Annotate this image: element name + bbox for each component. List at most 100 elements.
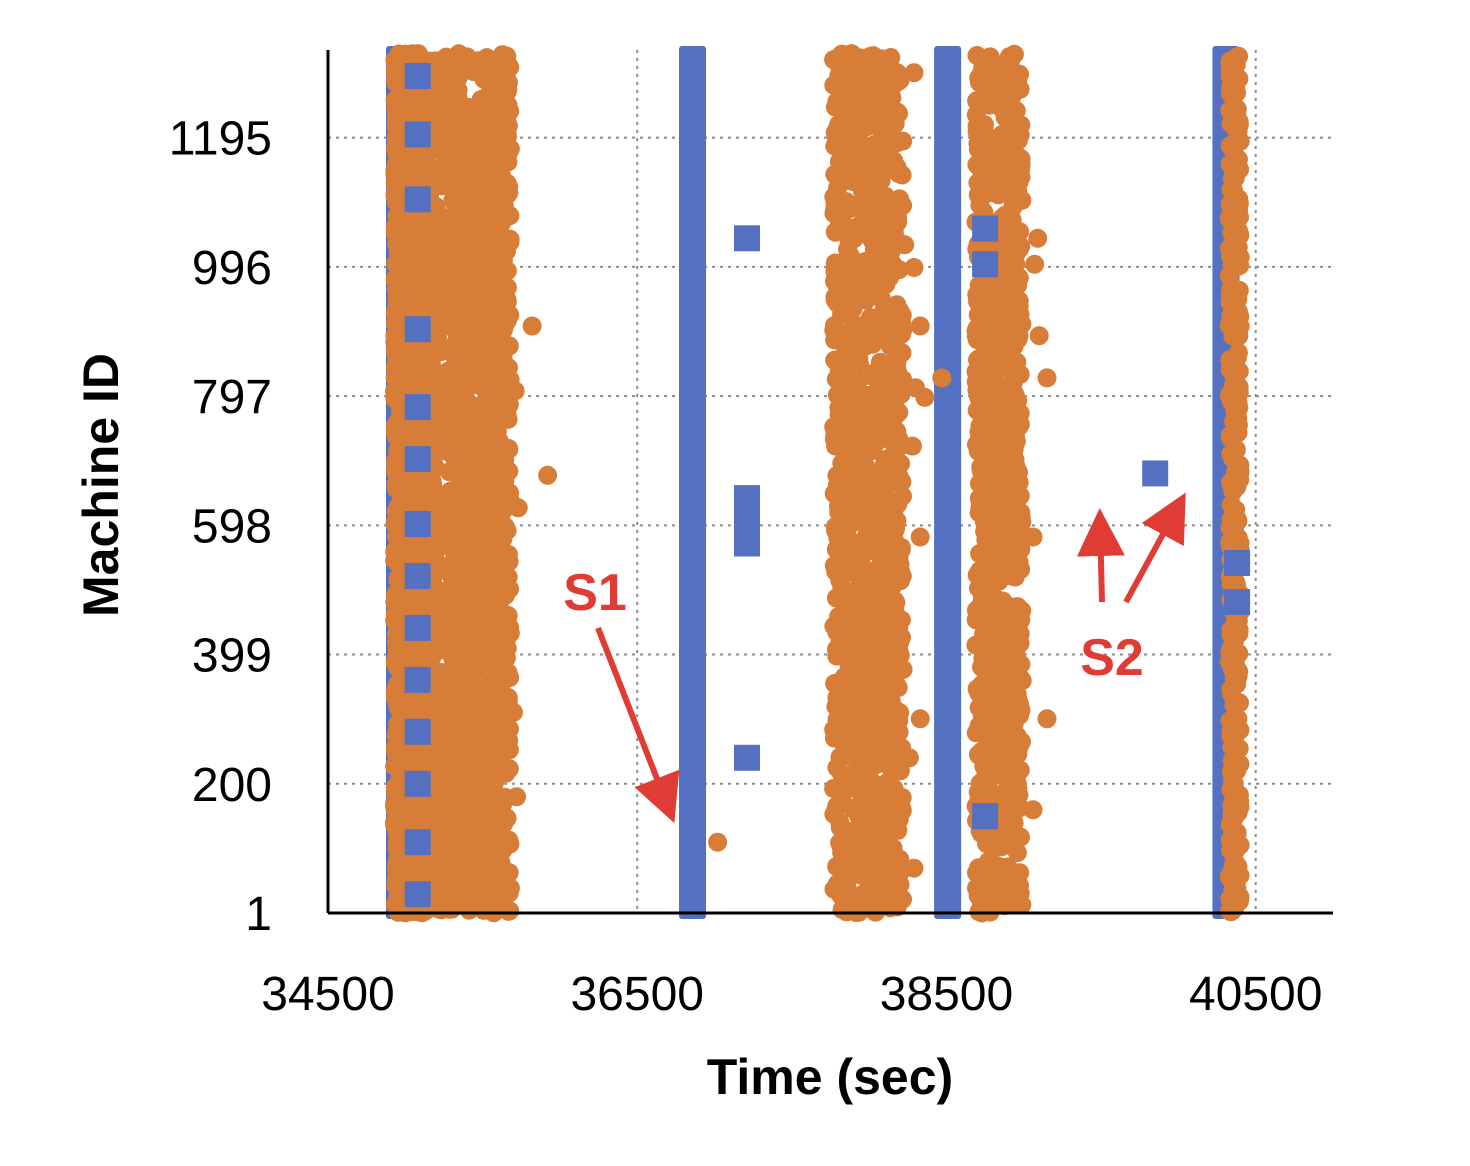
orange-point (386, 479, 406, 498)
orange-point (491, 378, 511, 398)
orange-point (967, 46, 987, 65)
orange-point (448, 147, 468, 167)
orange-point (870, 352, 890, 372)
orange-point (426, 458, 446, 478)
orange-point (887, 676, 907, 696)
orange-point (430, 261, 450, 281)
orange-point (840, 323, 860, 343)
orange-point (401, 693, 421, 713)
orange-point (982, 488, 1002, 508)
orange-point (994, 315, 1014, 335)
blue-band (934, 46, 962, 919)
orange-point (975, 711, 995, 731)
orange-point (468, 459, 488, 479)
orange-point (447, 895, 467, 915)
orange-point (387, 459, 407, 479)
orange-series (385, 44, 1250, 923)
orange-point (888, 820, 908, 840)
orange-point (886, 345, 906, 365)
orange-point (881, 691, 901, 710)
orange-point (830, 818, 850, 837)
orange-point (826, 588, 846, 608)
orange-point (875, 889, 895, 909)
orange-point (450, 464, 470, 484)
orange-point (390, 343, 410, 363)
orange-point (839, 403, 859, 423)
orange-point (998, 243, 1018, 263)
orange-point (497, 278, 517, 297)
orange-point (994, 734, 1014, 754)
orange-point (477, 389, 497, 408)
orange-point (870, 857, 890, 877)
orange-point (447, 660, 467, 680)
orange-point (863, 565, 883, 585)
orange-point (400, 247, 420, 266)
orange-point (979, 173, 999, 193)
orange-point (485, 168, 505, 188)
orange-point (426, 81, 446, 101)
orange-point (390, 44, 410, 64)
orange-point (980, 853, 1000, 873)
orange-point (448, 295, 468, 315)
orange-point (978, 508, 997, 528)
orange-point (493, 70, 513, 90)
orange-point (1008, 536, 1028, 556)
orange-point (421, 98, 441, 118)
orange-point (883, 398, 903, 418)
orange-point (492, 132, 512, 152)
orange-point (386, 612, 406, 632)
orange-point (996, 277, 1016, 297)
orange-point (1005, 567, 1025, 587)
orange-point (891, 454, 911, 474)
orange-point (837, 871, 857, 891)
orange-point (385, 815, 405, 835)
orange-point (493, 795, 512, 814)
orange-point (868, 78, 888, 98)
orange-point (874, 454, 894, 474)
orange-point (484, 582, 504, 602)
orange-point (980, 622, 1000, 642)
orange-point (889, 617, 909, 637)
orange-point (488, 448, 508, 468)
orange-point (475, 882, 495, 902)
orange-point (989, 455, 1009, 475)
orange-point (1012, 190, 1032, 210)
orange-point (998, 755, 1018, 775)
orange-point (448, 785, 468, 805)
orange-point (887, 157, 907, 177)
orange-point (468, 479, 488, 499)
orange-point (416, 348, 436, 368)
orange-point (872, 196, 892, 216)
orange-point (983, 397, 1003, 417)
orange-point (483, 501, 503, 521)
orange-point (393, 536, 413, 555)
orange-point (838, 289, 858, 309)
orange-point (835, 667, 855, 687)
orange-point (976, 765, 996, 785)
orange-point (495, 569, 514, 589)
orange-point (451, 331, 471, 351)
orange-point (1001, 403, 1021, 423)
orange-point (860, 47, 880, 66)
orange-point (497, 109, 516, 129)
orange-point (852, 434, 872, 454)
orange-point (388, 496, 408, 516)
orange-point (460, 348, 480, 368)
orange-point (1012, 895, 1032, 915)
orange-point (967, 330, 987, 350)
orange-point (472, 625, 492, 645)
orange-point (1000, 53, 1020, 73)
orange-point (424, 283, 443, 303)
orange-point (970, 601, 990, 621)
orange-point (850, 354, 869, 374)
orange-point (488, 348, 508, 368)
orange-point (994, 644, 1014, 664)
orange-point (979, 883, 999, 903)
orange-point (451, 508, 471, 528)
blue-band (678, 46, 707, 919)
orange-point (855, 336, 875, 356)
orange-point (870, 506, 890, 526)
orange-point (468, 688, 488, 708)
orange-point (873, 826, 893, 846)
